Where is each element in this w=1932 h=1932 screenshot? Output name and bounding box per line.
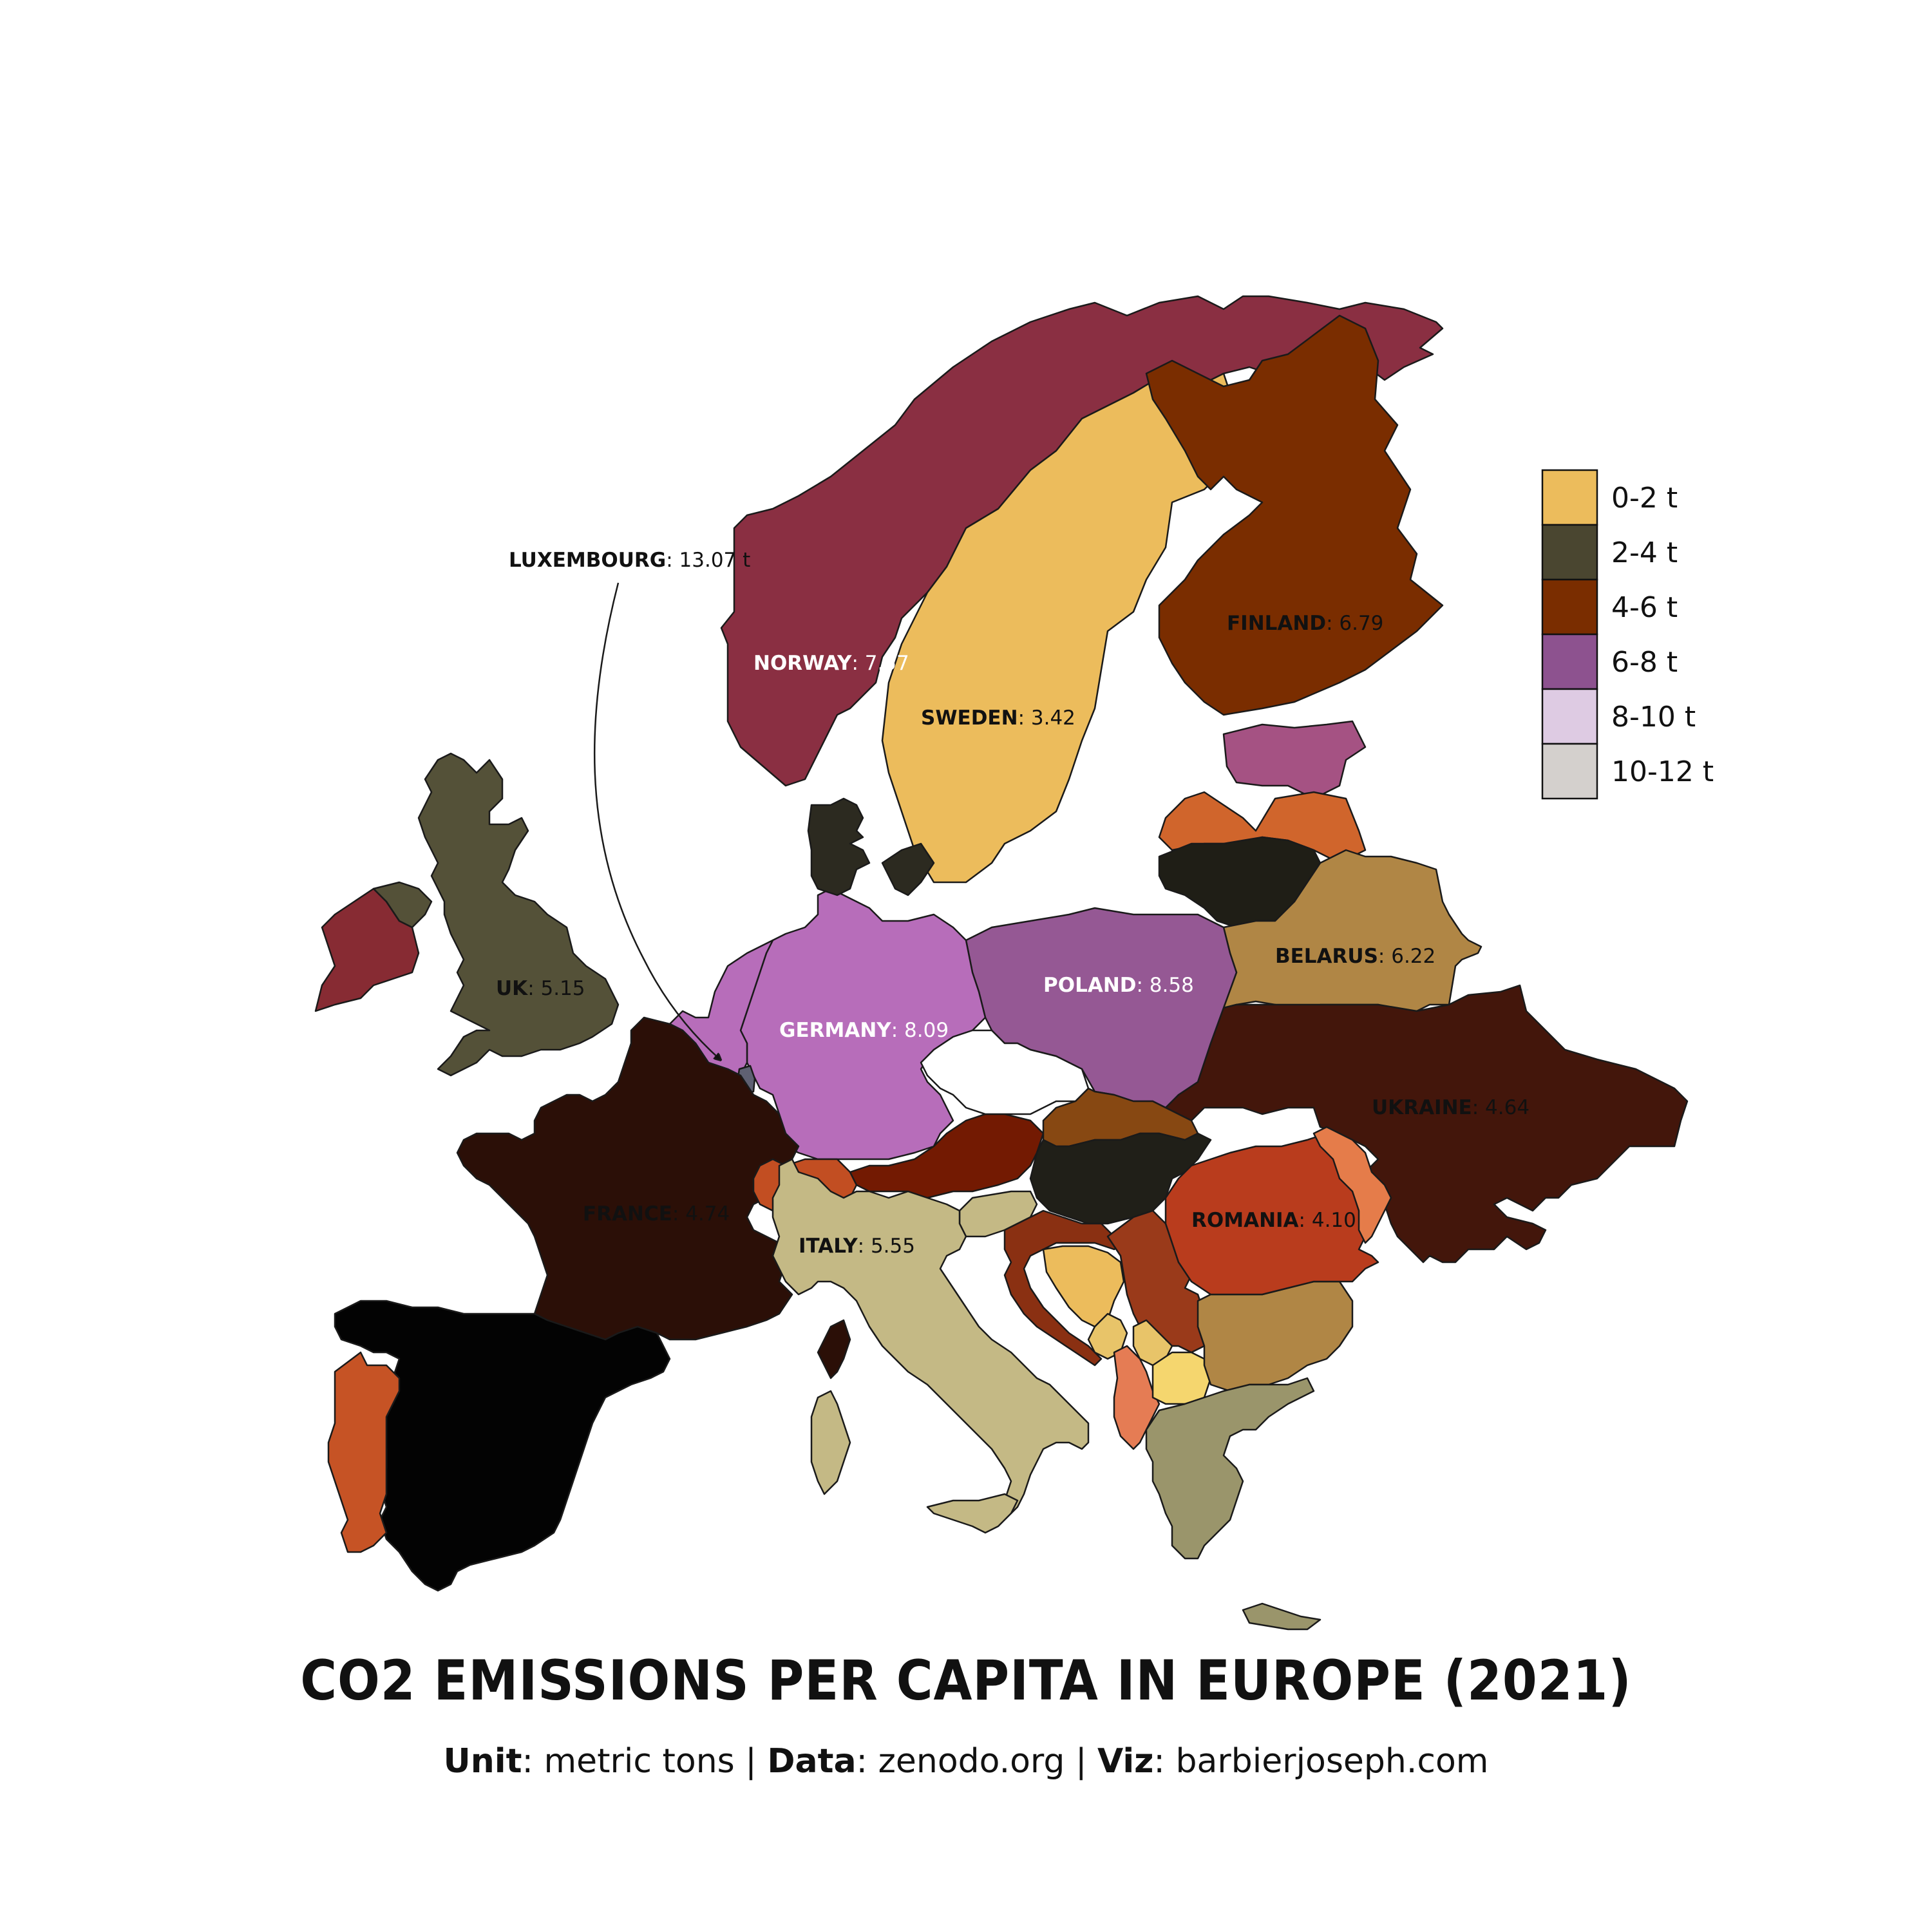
region-ukraine bbox=[1164, 984, 1689, 1264]
region-denmark bbox=[807, 797, 871, 896]
region-sweden bbox=[881, 372, 1238, 884]
data-label: Data bbox=[767, 1742, 857, 1781]
region-romania bbox=[1164, 1132, 1379, 1296]
label-norway-value: : 7.57 bbox=[851, 652, 909, 675]
label-uk: UK: 5.15 bbox=[496, 977, 585, 1000]
region-norway bbox=[720, 295, 1444, 787]
label-belarus: BELARUS: 6.22 bbox=[1275, 945, 1435, 968]
region-bulgaria bbox=[1197, 1280, 1354, 1392]
label-finland-name: FINLAND bbox=[1227, 612, 1326, 635]
region-uk bbox=[417, 752, 620, 1077]
legend-swatch-4 bbox=[1541, 688, 1598, 745]
region-greece bbox=[1145, 1377, 1315, 1560]
region-croatia bbox=[1003, 1209, 1128, 1367]
legend: 0-2 t 2-4 t 4-6 t 6-8 t 8-10 t 10-12 t bbox=[1541, 469, 1714, 800]
region-belarus bbox=[1222, 849, 1482, 1012]
label-sweden-value: : 3.42 bbox=[1018, 706, 1075, 730]
label-poland-value: : 8.58 bbox=[1137, 974, 1194, 997]
label-germany: GERMANY: 8.09 bbox=[779, 1019, 949, 1042]
legend-swatch-5 bbox=[1541, 743, 1598, 800]
legend-swatch-1 bbox=[1541, 524, 1598, 581]
label-poland-name: POLAND bbox=[1043, 974, 1137, 997]
label-italy: ITALY: 5.55 bbox=[799, 1235, 915, 1258]
legend-label-2: 4-6 t bbox=[1611, 591, 1678, 624]
region-bosnia bbox=[1042, 1245, 1125, 1328]
region-corsica bbox=[817, 1319, 851, 1379]
label-finland: FINLAND: 6.79 bbox=[1227, 612, 1383, 635]
label-belarus-value: : 6.22 bbox=[1378, 945, 1435, 968]
label-finland-value: : 6.79 bbox=[1326, 612, 1383, 635]
region-estonia bbox=[1222, 720, 1367, 800]
label-sweden: SWEDEN: 3.42 bbox=[921, 706, 1075, 730]
legend-swatch-2 bbox=[1541, 578, 1598, 636]
region-sicily bbox=[926, 1493, 1019, 1534]
legend-swatch-3 bbox=[1541, 633, 1598, 690]
label-france-value: : 4.74 bbox=[672, 1202, 730, 1226]
label-germany-name: GERMANY bbox=[779, 1019, 891, 1042]
label-norway: NORWAY: 7.57 bbox=[753, 652, 909, 675]
legend-label-0: 0-2 t bbox=[1611, 482, 1678, 515]
luxembourg-arrow bbox=[593, 582, 720, 1059]
viz-value: barbierjoseph.com bbox=[1175, 1742, 1489, 1781]
label-luxembourg: LUXEMBOURG: 13.07 t bbox=[509, 549, 750, 572]
region-northern-ireland bbox=[372, 881, 433, 929]
legend-swatch-0 bbox=[1541, 469, 1598, 526]
separator-1: | bbox=[745, 1742, 757, 1781]
unit-label: Unit bbox=[443, 1742, 522, 1781]
label-ukraine: UKRAINE: 4.64 bbox=[1372, 1096, 1530, 1119]
region-finland bbox=[1145, 314, 1444, 716]
region-sardinia bbox=[810, 1390, 851, 1495]
label-germany-value: : 8.09 bbox=[891, 1019, 949, 1042]
region-portugal bbox=[327, 1351, 401, 1553]
region-italy bbox=[772, 1158, 1090, 1515]
label-norway-name: NORWAY bbox=[753, 652, 852, 675]
region-north-macedonia bbox=[1151, 1351, 1212, 1405]
label-romania-name: ROMANIA bbox=[1191, 1209, 1299, 1232]
label-italy-name: ITALY bbox=[799, 1235, 858, 1258]
label-romania: ROMANIA: 4.10 bbox=[1191, 1209, 1356, 1232]
region-zealand bbox=[881, 842, 935, 896]
label-uk-value: : 5.15 bbox=[527, 977, 585, 1000]
label-sweden-name: SWEDEN bbox=[921, 706, 1018, 730]
label-luxembourg-value: : 13.07 t bbox=[666, 549, 750, 572]
label-ukraine-value: : 4.64 bbox=[1472, 1096, 1530, 1119]
label-poland: POLAND: 8.58 bbox=[1043, 974, 1194, 997]
legend-label-3: 6-8 t bbox=[1611, 646, 1678, 679]
legend-label-1: 2-4 t bbox=[1611, 536, 1678, 569]
region-france bbox=[456, 1016, 800, 1341]
viz-label: Viz bbox=[1097, 1742, 1154, 1781]
label-romania-value: : 4.10 bbox=[1299, 1209, 1356, 1232]
region-moldova bbox=[1312, 1126, 1392, 1244]
separator-2: | bbox=[1075, 1742, 1087, 1781]
label-ukraine-name: UKRAINE bbox=[1372, 1096, 1472, 1119]
label-france-name: FRANCE bbox=[583, 1202, 672, 1226]
unit-value: metric tons bbox=[544, 1742, 735, 1781]
legend-label-4: 8-10 t bbox=[1611, 701, 1696, 734]
label-uk-name: UK bbox=[496, 977, 528, 1000]
region-ireland bbox=[314, 887, 420, 1012]
label-france: FRANCE: 4.74 bbox=[583, 1202, 730, 1226]
map-title: CO2 EMISSIONS PER CAPITA IN EUROPE (2021… bbox=[300, 1649, 1632, 1713]
data-value: zenodo.org bbox=[878, 1742, 1065, 1781]
region-crete bbox=[1242, 1602, 1321, 1631]
label-belarus-name: BELARUS bbox=[1275, 945, 1378, 968]
legend-label-5: 10-12 t bbox=[1611, 755, 1714, 788]
map-subtitle: Unit: metric tons | Data: zenodo.org | V… bbox=[443, 1742, 1489, 1781]
label-luxembourg-name: LUXEMBOURG bbox=[509, 549, 666, 572]
label-italy-value: : 5.55 bbox=[858, 1235, 915, 1258]
